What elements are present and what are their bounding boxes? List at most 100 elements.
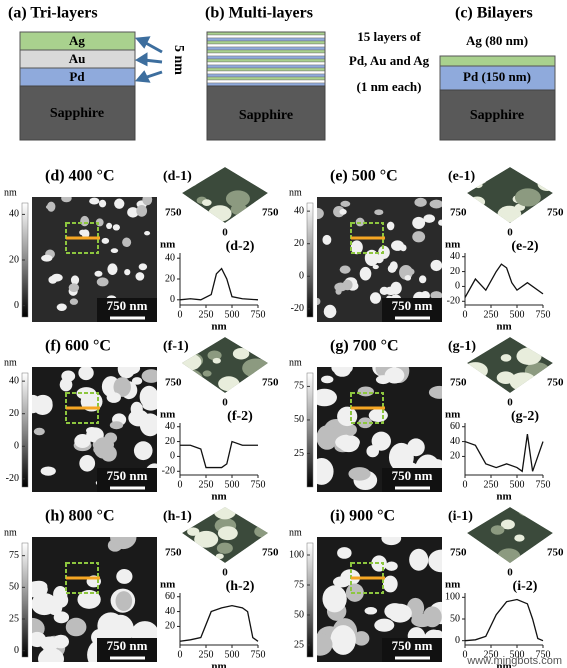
colorbar-unit: nm [289,527,302,538]
colorbar [21,372,29,488]
grain [77,590,101,609]
arrows [134,36,163,83]
y-tick-label: 0 [455,635,460,646]
grain [385,561,398,571]
layer-ag [439,55,556,67]
grain [428,385,442,399]
x-tick-label: 0 [178,649,183,660]
grain [331,367,353,375]
grain [366,445,379,458]
grain [344,423,357,436]
x-tick-label: 500 [225,479,240,490]
colorbar [306,202,314,318]
inset-label: (g-1) [448,339,476,354]
inset-tick: 0 [507,227,513,239]
stripe [206,79,326,84]
grain [127,207,139,218]
colorbar [306,542,314,658]
grain [409,548,429,571]
grain [371,555,387,572]
panel-title: (d) 400 °C [45,168,115,185]
profile-label: (d-2) [226,239,255,254]
grain [68,283,80,293]
inset-grain [516,347,542,365]
grain [78,367,94,381]
inset-grain [232,348,250,360]
colorbar-tick-label: 0 [14,645,19,656]
inset-tick: 0 [222,397,228,409]
grain [357,386,374,397]
grain [41,254,53,262]
grain [423,214,436,223]
grain [317,633,333,656]
stripe [206,58,326,63]
inset-tick: 0 [222,227,228,239]
stripe [206,34,326,39]
watermark: www.mingbots.com [466,655,562,667]
colorbar-tick-label: 50 [9,582,19,593]
grain [40,466,56,476]
inset-grain [500,519,515,530]
inset-grain [254,525,268,538]
colorbar-tick-label: 25 [294,639,304,650]
y-tick-label: 20 [165,436,175,447]
grain [86,426,98,434]
grain [364,606,378,615]
colorbar [306,372,314,488]
colorbar-tick-label: -20 [291,303,304,314]
inset-3d [182,337,268,393]
grain [374,618,395,632]
inset-tick: 750 [450,377,467,389]
grain [113,377,131,397]
stripe [206,76,326,81]
y-tick-label: 60 [450,421,460,432]
colorbar-tick-label: 0 [14,441,19,452]
inset-grain [535,337,553,349]
colorbar-tick-label: 50 [294,609,304,620]
layer-label: Pd (150 nm) [463,69,531,84]
grain [138,263,148,271]
multilayer-stack [206,31,326,87]
inset-3d [467,337,553,393]
grain [321,375,334,384]
grain [387,264,397,273]
inset-grain [213,507,237,520]
inset-label: (i-1) [448,509,473,524]
inset-grain [467,550,487,563]
colorbar-unit: nm [4,357,17,368]
inset-grain [198,213,209,221]
panel-label: (b) Multi-layers [205,5,313,22]
inset-label: (e-1) [448,169,476,184]
x-tick-label: 250 [484,309,499,320]
inset-tick: 750 [262,377,279,389]
grain [359,266,372,281]
y-tick-label: 40 [450,251,460,262]
stripe [206,64,326,69]
grain [414,197,427,207]
grain [339,265,351,274]
profile-label: (e-2) [511,239,539,254]
grain [419,275,427,284]
note: Ag (80 nm) [466,33,528,48]
grain [112,224,120,231]
colorbar-tick-label: 25 [294,448,304,459]
grain [109,421,124,430]
grain [348,467,371,481]
colorbar-unit: nm [289,357,302,368]
inset-label: (f-1) [163,339,189,354]
inset-3d [182,507,268,563]
profile-y-unit: nm [445,239,460,251]
substrate [206,85,326,141]
inset-tick: 0 [507,397,513,409]
grain [430,259,442,272]
grain [372,264,379,270]
grain [94,270,103,277]
grain [339,208,347,215]
inset-tick: 750 [165,207,182,219]
inset-tick: 750 [262,207,279,219]
inset-label: (d-1) [163,169,192,184]
y-tick-label: 100 [445,592,460,603]
inset-grain [194,530,219,548]
grain [38,647,65,662]
substrate-label: Sapphire [239,108,293,123]
